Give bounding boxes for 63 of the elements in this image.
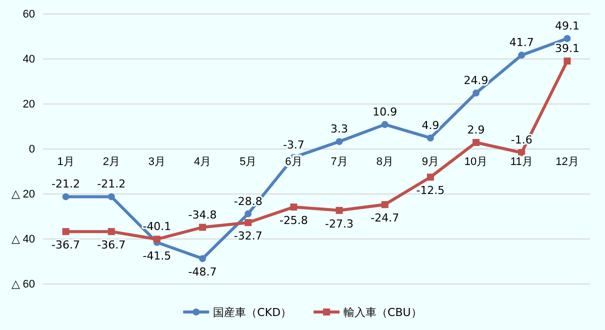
data-label: -12.5 <box>416 184 445 198</box>
x-tick-label: 4月 <box>194 156 212 168</box>
data-label: -21.2 <box>97 178 126 191</box>
y-tick-label: 40 <box>22 54 35 66</box>
legend-label: 輸入車（CBU） <box>344 306 422 319</box>
data-label: 49.1 <box>554 20 580 33</box>
x-tick-label: 9月 <box>422 156 440 168</box>
y-tick-label: 20 <box>22 98 35 111</box>
data-label: -25.8 <box>279 214 308 228</box>
point <box>381 201 388 208</box>
x-tick-label: 7月 <box>330 156 348 168</box>
data-label: -48.7 <box>188 266 217 279</box>
data-label: 4.9 <box>422 118 440 132</box>
x-tick-label: 11月 <box>510 156 533 168</box>
point <box>336 206 343 214</box>
legend-label: 国産車（CKD） <box>213 306 292 319</box>
point <box>244 210 252 218</box>
data-label: 10.9 <box>372 105 398 118</box>
point <box>336 138 343 146</box>
x-tick-label: 8月 <box>376 156 394 168</box>
point <box>426 174 434 181</box>
x-tick-label: 3月 <box>148 156 166 168</box>
point <box>564 58 571 65</box>
y-tick-label: 0 <box>28 144 35 156</box>
point <box>62 228 70 236</box>
x-tick-label: 1月 <box>57 156 74 168</box>
point <box>62 193 70 200</box>
data-label: -36.7 <box>97 238 126 252</box>
data-label: 39.1 <box>554 42 580 56</box>
point <box>290 204 298 211</box>
data-label: 41.7 <box>509 36 534 50</box>
data-label: -36.7 <box>52 238 80 252</box>
x-tick-label: 5月 <box>240 156 257 168</box>
data-label: 24.9 <box>464 74 488 87</box>
point <box>381 120 388 128</box>
data-label: -21.2 <box>52 178 80 191</box>
point <box>518 52 526 59</box>
data-label: -41.5 <box>142 249 172 262</box>
x-tick-label: 12月 <box>556 156 579 168</box>
data-label: -32.7 <box>234 230 262 243</box>
point <box>199 255 206 262</box>
x-tick-label: 2月 <box>102 156 120 168</box>
point <box>199 224 206 231</box>
data-label: -27.3 <box>325 217 354 230</box>
point <box>153 236 160 243</box>
data-label: -34.8 <box>188 208 217 222</box>
point <box>564 35 571 42</box>
data-label: 3.3 <box>330 122 348 136</box>
data-label: 2.9 <box>467 123 485 136</box>
point <box>472 89 480 96</box>
point <box>108 228 115 236</box>
point <box>108 193 115 200</box>
data-label: -40.1 <box>142 220 172 234</box>
x-tick-label: 10月 <box>464 156 488 168</box>
point <box>244 219 252 226</box>
y-tick-label: △ 40 <box>12 234 35 246</box>
y-tick-label: △ 60 <box>12 278 35 291</box>
data-label: -24.7 <box>370 212 400 225</box>
y-tick-label: △ 20 <box>12 188 35 201</box>
y-tick-label: 60 <box>22 8 35 21</box>
point <box>426 134 434 142</box>
data-label: -3.7 <box>282 138 304 152</box>
point <box>472 138 480 146</box>
